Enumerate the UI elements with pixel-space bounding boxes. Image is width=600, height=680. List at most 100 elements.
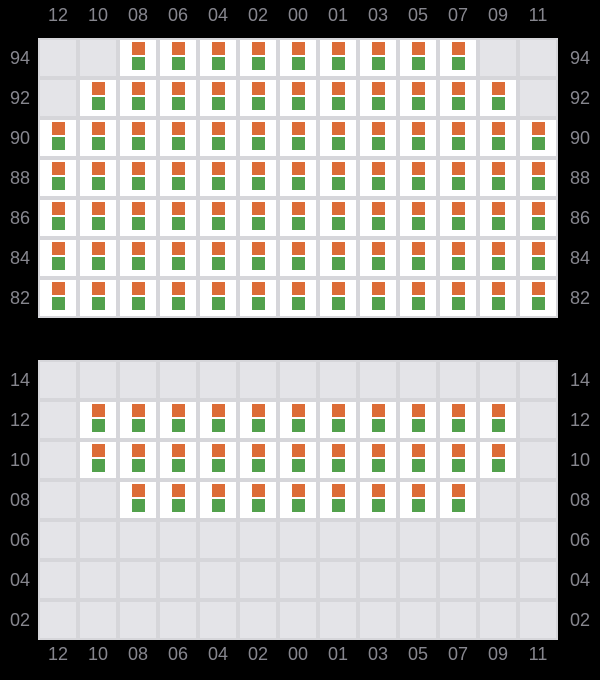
green-square-marker: [91, 177, 105, 190]
cell-90-06: [160, 120, 196, 156]
green-square-marker: [411, 217, 425, 230]
cell-08-03: [360, 482, 396, 518]
cell-84-08: [120, 240, 156, 276]
cell-04-05: [400, 562, 436, 598]
green-square-marker: [411, 177, 425, 190]
orange-square-marker: [531, 282, 545, 295]
cell-84-01: [320, 240, 356, 276]
orange-square-marker: [171, 162, 185, 175]
orange-square-marker: [331, 484, 345, 497]
cell-06-03: [360, 522, 396, 558]
orange-square-marker: [131, 42, 145, 55]
cell-14-05: [400, 362, 436, 398]
green-square-marker: [411, 97, 425, 110]
cell-86-10: [80, 200, 116, 236]
green-square-marker: [171, 459, 185, 472]
green-square-marker: [251, 257, 265, 270]
row-label-12: 12: [9, 410, 30, 430]
orange-square-marker: [251, 162, 265, 175]
cell-82-03: [360, 280, 396, 316]
orange-square-marker: [131, 122, 145, 135]
cell-92-07: [440, 80, 476, 116]
orange-square-marker: [251, 202, 265, 215]
cell-84-06: [160, 240, 196, 276]
col-label-01: 01: [327, 5, 349, 25]
cell-14-06: [160, 362, 196, 398]
cell-14-01: [320, 362, 356, 398]
cell-04-11: [520, 562, 556, 598]
orange-square-marker: [291, 122, 305, 135]
orange-square-marker: [131, 202, 145, 215]
green-square-marker: [291, 297, 305, 310]
cell-06-11: [520, 522, 556, 558]
row-label-14: 14: [570, 370, 591, 390]
green-square-marker: [331, 137, 345, 150]
cell-92-04: [200, 80, 236, 116]
green-square-marker: [451, 459, 465, 472]
orange-square-marker: [371, 82, 385, 95]
cell-02-07: [440, 602, 476, 638]
green-square-marker: [211, 297, 225, 310]
cell-92-05: [400, 80, 436, 116]
row-label-94: 94: [570, 48, 591, 68]
green-square-marker: [411, 257, 425, 270]
green-square-marker: [451, 419, 465, 432]
orange-square-marker: [211, 242, 225, 255]
row-label-14: 14: [9, 370, 30, 390]
green-square-marker: [451, 499, 465, 512]
cell-94-05: [400, 40, 436, 76]
cell-86-08: [120, 200, 156, 236]
green-square-marker: [251, 297, 265, 310]
orange-square-marker: [411, 444, 425, 457]
green-square-marker: [491, 297, 505, 310]
cell-12-05: [400, 402, 436, 438]
cell-12-07: [440, 402, 476, 438]
cell-94-12: [40, 40, 76, 76]
cell-10-11: [520, 442, 556, 478]
cell-10-02: [240, 442, 276, 478]
orange-square-marker: [171, 202, 185, 215]
cell-90-09: [480, 120, 516, 156]
green-square-marker: [371, 57, 385, 70]
cell-90-03: [360, 120, 396, 156]
green-square-marker: [211, 137, 225, 150]
cell-10-01: [320, 442, 356, 478]
green-square-marker: [371, 217, 385, 230]
orange-square-marker: [491, 162, 505, 175]
orange-square-marker: [491, 282, 505, 295]
cell-86-04: [200, 200, 236, 236]
cell-14-08: [120, 362, 156, 398]
orange-square-marker: [251, 404, 265, 417]
cell-94-02: [240, 40, 276, 76]
col-label-02: 02: [247, 5, 269, 25]
orange-square-marker: [491, 242, 505, 255]
green-square-marker: [171, 419, 185, 432]
orange-square-marker: [251, 82, 265, 95]
cell-84-03: [360, 240, 396, 276]
orange-square-marker: [91, 282, 105, 295]
cell-86-09: [480, 200, 516, 236]
orange-square-marker: [451, 82, 465, 95]
cell-92-03: [360, 80, 396, 116]
orange-square-marker: [411, 202, 425, 215]
cell-14-03: [360, 362, 396, 398]
green-square-marker: [91, 419, 105, 432]
green-square-marker: [291, 499, 305, 512]
cell-06-05: [400, 522, 436, 558]
cell-10-04: [200, 442, 236, 478]
green-square-marker: [211, 217, 225, 230]
cell-12-04: [200, 402, 236, 438]
orange-square-marker: [131, 444, 145, 457]
row-label-82: 82: [9, 288, 30, 308]
orange-square-marker: [51, 162, 65, 175]
green-square-marker: [331, 257, 345, 270]
orange-square-marker: [411, 162, 425, 175]
cell-10-00: [280, 442, 316, 478]
cell-04-06: [160, 562, 196, 598]
cell-12-01: [320, 402, 356, 438]
cell-84-07: [440, 240, 476, 276]
green-square-marker: [171, 177, 185, 190]
cell-12-02: [240, 402, 276, 438]
orange-square-marker: [291, 242, 305, 255]
green-square-marker: [251, 57, 265, 70]
